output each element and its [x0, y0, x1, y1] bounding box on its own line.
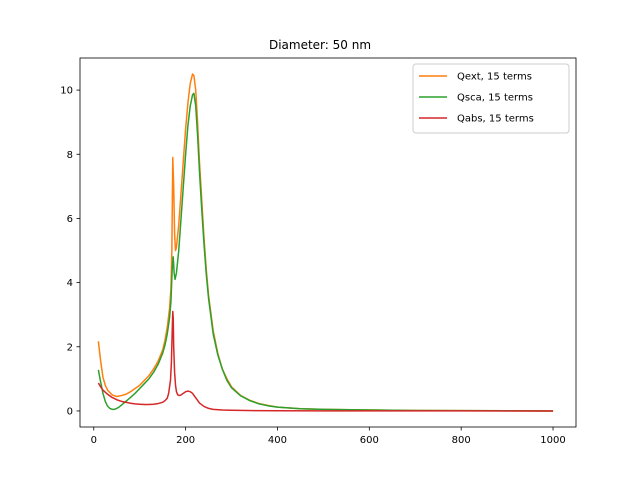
x-tick-label: 800: [452, 435, 471, 446]
legend-label: Qsca, 15 terms: [457, 93, 533, 104]
y-tick-label: 0: [67, 406, 73, 417]
y-tick-label: 2: [67, 342, 73, 353]
legend: Qext, 15 terms Qsca, 15 terms Qabs, 15 ter…: [412, 63, 570, 134]
series-line-2: [97, 92, 554, 412]
plot-lines: [97, 73, 554, 412]
y-tick-label: 10: [60, 86, 73, 97]
axes: 0 200 400 600 800 1000 0 2 4 6 8 10: [60, 57, 577, 446]
x-tick-label: 400: [268, 435, 287, 446]
chart-title: Diameter: 50 nm: [269, 38, 371, 52]
x-tick-label: 600: [360, 435, 379, 446]
x-tick-label: 1000: [540, 435, 565, 446]
x-tick-label: 200: [176, 435, 195, 446]
y-tick-label: 8: [67, 150, 73, 161]
y-tick-label: 6: [67, 214, 73, 225]
legend-box: [412, 63, 570, 134]
x-tick-label: 0: [91, 435, 97, 446]
plot-frame: [79, 57, 577, 428]
legend-label: Qext, 15 terms: [457, 72, 532, 83]
y-tick-label: 4: [67, 278, 73, 289]
series-line-3: [97, 310, 554, 412]
legend-label: Qabs, 15 terms: [457, 114, 534, 125]
